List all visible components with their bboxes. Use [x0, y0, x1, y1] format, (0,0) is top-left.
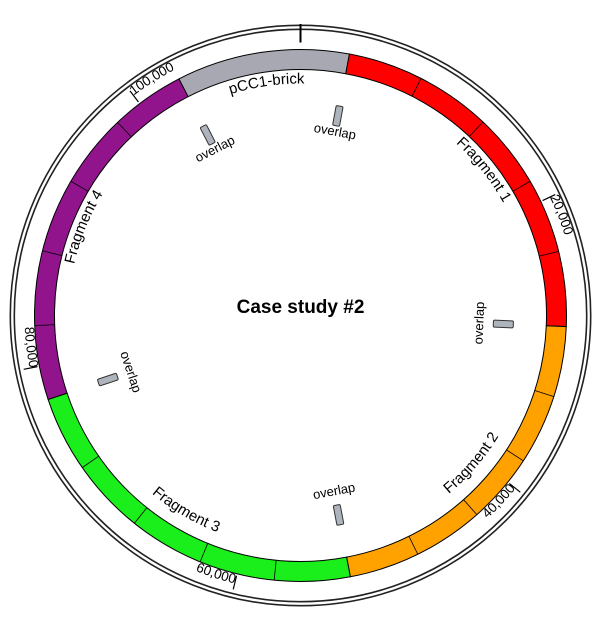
svg-text:Case study #2: Case study #2	[237, 297, 365, 318]
svg-text:overlap: overlap	[470, 301, 487, 344]
